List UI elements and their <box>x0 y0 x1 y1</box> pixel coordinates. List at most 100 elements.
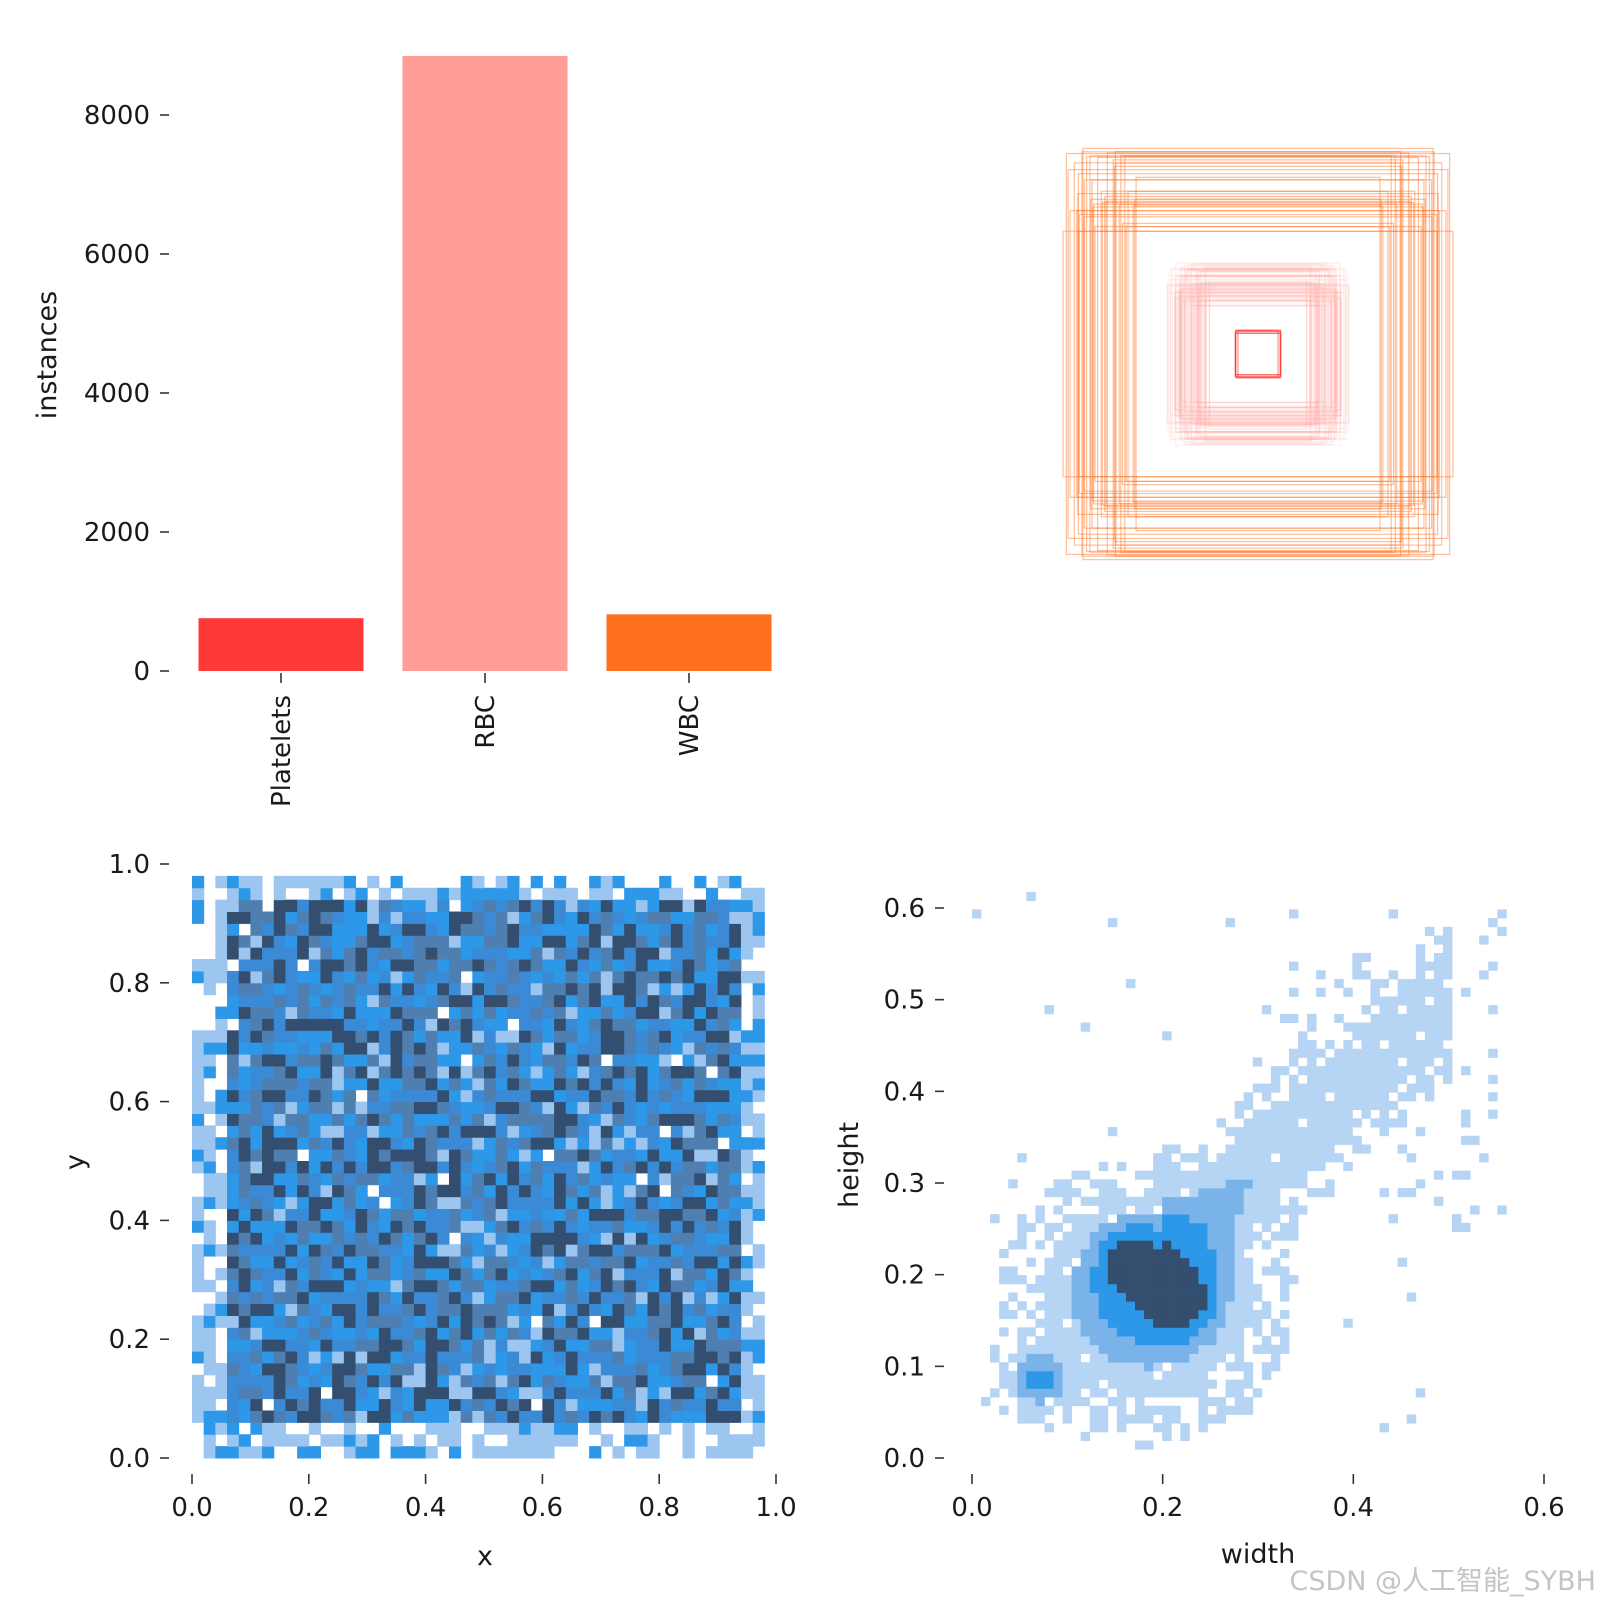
xy-heat-cell <box>495 947 508 960</box>
wh-heat-cell <box>1216 1153 1226 1163</box>
xy-heat-cell <box>367 982 380 996</box>
xy-heat-cell <box>308 1220 321 1233</box>
xy-heat-cell <box>659 875 672 889</box>
xy-heat-cell <box>320 1434 333 1447</box>
wh-heat-cell <box>1062 1379 1073 1389</box>
xy-heat-cell <box>425 1149 438 1162</box>
xy-heat-cell <box>565 1256 578 1269</box>
xy-heat-cell <box>378 1303 392 1316</box>
xy-heat-cell <box>425 1446 438 1459</box>
wh-heat-cell <box>1044 1188 1054 1198</box>
wh-heat-cell <box>1234 1336 1245 1346</box>
xy-heat-cell <box>390 1042 403 1055</box>
xy-heat-cell <box>448 1006 462 1019</box>
wh-heat-cell <box>1279 1161 1290 1172</box>
xy-heat-cell <box>577 1137 590 1150</box>
xy-heat-cell <box>355 1386 368 1400</box>
xy-heat-cell <box>308 1018 321 1031</box>
box-rbc <box>1177 282 1339 426</box>
xy-heat-cell <box>437 1374 450 1388</box>
wh-heat-cell <box>1225 1318 1236 1328</box>
xy-heat-cell <box>413 1315 427 1328</box>
xy-heat-cell <box>343 1042 357 1055</box>
xy-heat-cell <box>332 1303 345 1316</box>
xy-heat-cell <box>659 1172 672 1186</box>
xy-heat-cell <box>740 1030 754 1043</box>
wh-heat-cell <box>1234 1397 1245 1407</box>
wh-heat-cell <box>1071 1249 1082 1259</box>
xy-heat-cell <box>297 1113 310 1126</box>
wh-heat-cell <box>1125 1344 1136 1354</box>
wh-heat-cell <box>1225 1144 1236 1154</box>
wh-heat-cell <box>1062 1240 1073 1250</box>
xy-heat-cell <box>507 982 520 996</box>
xy-heat-cell <box>297 1077 310 1091</box>
xy-heat-cell <box>624 1172 637 1186</box>
wh-heat-cell <box>1035 1205 1045 1215</box>
xy-heat-cell <box>624 1065 637 1079</box>
wh-heat-cell <box>1162 1266 1172 1276</box>
xy-heat-cell <box>355 1184 368 1198</box>
box-rbc <box>1190 283 1326 425</box>
xy-heat-cell <box>624 1220 637 1233</box>
box-wbc <box>1069 210 1447 498</box>
xy-heat-cell <box>192 1077 205 1091</box>
xy-heat-cell <box>729 1386 742 1400</box>
wh-heat-cell <box>1189 1275 1199 1285</box>
xy-heat-cell <box>519 1172 532 1186</box>
wh-heat-cell <box>1379 1057 1390 1067</box>
xy-heat-cell <box>705 1030 719 1043</box>
xy-heat-cell <box>448 1351 462 1364</box>
xy-heat-cell <box>729 1279 742 1293</box>
xy-heat-cell <box>437 1089 450 1103</box>
xy-heat-cell <box>624 1374 637 1388</box>
xy-heat-cell <box>262 1422 275 1435</box>
xy-heat-cell <box>227 1125 240 1138</box>
xy-heat-cell <box>519 1018 532 1031</box>
xy-heat-cell <box>413 1065 427 1079</box>
xy-heat-cell <box>659 1196 672 1210</box>
wh-heat-cell <box>1162 1249 1172 1259</box>
box-rbc <box>1167 275 1349 433</box>
wh-heat-cell <box>1044 1257 1054 1267</box>
wh-heat-cell <box>1279 1127 1290 1137</box>
xy-heat-cell <box>192 1398 205 1411</box>
xy-heat-cell <box>647 1172 660 1186</box>
xy-heat-cell <box>519 1303 532 1316</box>
xy-heat-cell <box>378 1184 392 1198</box>
xy-heat-cell <box>519 1220 532 1233</box>
xy-heat-cell <box>589 1386 602 1400</box>
wh-heat-cell <box>1062 1214 1073 1224</box>
xy-heat-cell <box>285 1125 298 1138</box>
xy-heat-cell <box>297 947 310 960</box>
xy-heat-cell <box>390 1161 403 1174</box>
xy-heat-cell <box>413 1291 427 1305</box>
wh-heat-cell <box>1171 1336 1181 1346</box>
wh-heat-cell <box>1352 952 1362 963</box>
wh-heat-cell <box>1035 1301 1045 1311</box>
xy-heat-cell <box>227 1279 240 1293</box>
xy-heat-cell <box>589 1042 602 1055</box>
box-wbc <box>1118 203 1398 505</box>
xy-heat-cell <box>320 1196 333 1210</box>
xy-heat-cell <box>425 1065 438 1079</box>
xy-heat-cell <box>367 1220 380 1233</box>
xy-heat-cell <box>624 887 637 901</box>
xy-heat-cell <box>437 1244 450 1257</box>
xy-heat-cell <box>355 1244 368 1257</box>
wh-heat-cell <box>1098 1292 1109 1302</box>
xy-heat-cell <box>367 1196 380 1210</box>
xy-heat-cell <box>600 1149 613 1162</box>
wh-heat-cell <box>1080 1275 1091 1285</box>
xy-heat-cell <box>390 1184 403 1198</box>
xy-heat-cell <box>752 1327 765 1340</box>
wh-heat-cell <box>1325 1040 1335 1050</box>
xy-heat-cell <box>659 1374 672 1388</box>
wh-heat-cell <box>1044 1309 1054 1320</box>
box-rbc <box>1176 274 1340 434</box>
xy-heat-cell <box>343 1446 357 1459</box>
box-rbc <box>1204 281 1312 427</box>
xy-heat-cell <box>495 887 508 901</box>
xy-heat-cell <box>402 1006 415 1019</box>
wh-heat-cell <box>1442 1066 1453 1076</box>
